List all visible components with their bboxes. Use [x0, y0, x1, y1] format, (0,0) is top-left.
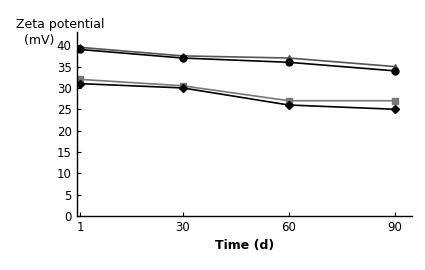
N-APG1 — [77, 78, 82, 81]
N-APG1 — [392, 99, 397, 102]
N-PolyS1 — [392, 65, 397, 68]
N-PolyS2 — [286, 103, 291, 107]
N-APG2 — [286, 61, 291, 64]
Line: N-APG1: N-APG1 — [76, 76, 398, 104]
N-APG1 — [180, 84, 185, 87]
N-PolyS1 — [180, 54, 185, 58]
N-PolyS1 — [77, 46, 82, 49]
N-PolyS2 — [180, 86, 185, 90]
N-PolyS2 — [77, 82, 82, 85]
Text: Zeta potential: Zeta potential — [16, 18, 105, 31]
X-axis label: Time (d): Time (d) — [215, 239, 274, 252]
N-APG1 — [286, 99, 291, 102]
Text: (mV): (mV) — [16, 34, 54, 47]
Line: N-APG2: N-APG2 — [76, 46, 398, 74]
Line: N-PolyS1: N-PolyS1 — [76, 44, 398, 70]
N-PolyS2 — [392, 108, 397, 111]
Line: N-PolyS2: N-PolyS2 — [77, 81, 397, 112]
N-PolyS1 — [286, 56, 291, 60]
N-APG2 — [392, 69, 397, 72]
N-APG2 — [77, 48, 82, 51]
N-APG2 — [180, 56, 185, 60]
